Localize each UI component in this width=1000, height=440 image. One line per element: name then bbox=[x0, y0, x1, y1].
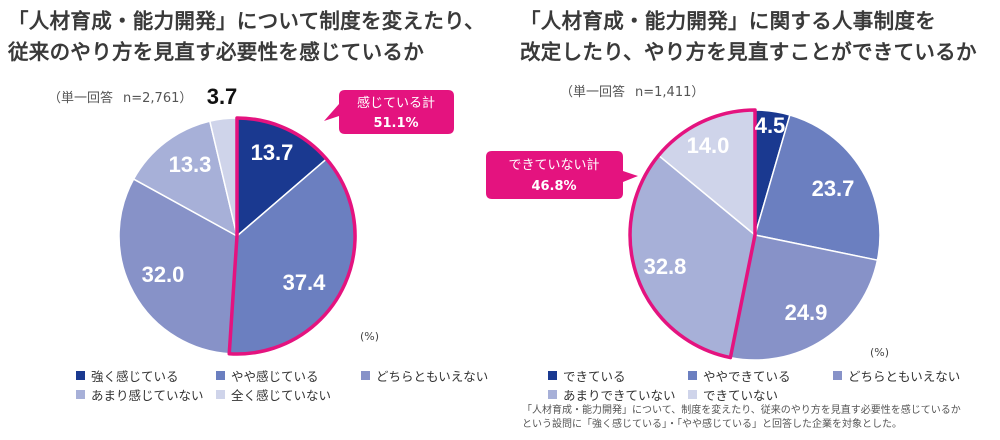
right-chart-title: 「人材育成・能力開発」に関する人事制度を 改定したり、やり方を見直すことができて… bbox=[520, 6, 977, 68]
right-slice-label-5: 14.0 bbox=[687, 133, 730, 158]
left-legend-swatch-3 bbox=[361, 371, 370, 380]
right-legend-item-4: あまりできていない bbox=[548, 385, 676, 404]
footnote-line2: という設問に「強く感じている」・「やや感じている」と回答した企業を対象とした。 bbox=[522, 419, 902, 430]
right-legend-item-2: ややできている bbox=[688, 366, 791, 385]
left-slice-label-4: 13.3 bbox=[169, 152, 212, 177]
left-legend-swatch-5 bbox=[216, 390, 225, 399]
left-pie-chart: 13.7 37.4 32.0 13.3 3.7 bbox=[118, 84, 357, 356]
left-legend-label-4: あまり感じていない bbox=[91, 388, 204, 403]
right-legend-item-1: できている bbox=[548, 366, 626, 385]
left-legend-item-4: あまり感じていない bbox=[76, 385, 204, 404]
left-slice-label-1: 13.7 bbox=[251, 140, 294, 165]
right-legend: できている ややできている どちらともいえないあまりできていない できていない bbox=[548, 366, 988, 406]
right-slice-label-2: 23.7 bbox=[812, 176, 855, 201]
left-callout-label: 感じている計 bbox=[357, 95, 435, 111]
right-pie-slice-2 bbox=[754, 114, 881, 262]
left-answer-type: （単一回答 bbox=[48, 91, 114, 106]
left-slice-label-5: 3.7 bbox=[207, 84, 238, 109]
footnote-line1: 「人材育成・能力開発」について、制度を変えたり、従来のやり方を見直す必要性を感じ… bbox=[522, 405, 961, 416]
right-title-line1: 「人材育成・能力開発」に関する人事制度を bbox=[520, 9, 936, 33]
right-callout-label: できていない計 bbox=[508, 157, 599, 173]
right-slice-label-1: 4.5 bbox=[755, 113, 786, 138]
left-slice-label-3: 32.0 bbox=[142, 262, 185, 287]
left-pie-slice-3 bbox=[118, 178, 238, 355]
left-chart-title: 「人材育成・能力開発」について制度を変えたり、 従来のやり方を見直す必要性を感じ… bbox=[8, 6, 485, 68]
left-legend-swatch-2 bbox=[216, 371, 225, 380]
left-legend-label-5: 全く感じていない bbox=[231, 388, 332, 403]
right-sample-size: n=1,411） bbox=[635, 85, 705, 100]
right-legend-label-3: どちらともいえない bbox=[848, 369, 961, 384]
left-legend-item-1: 強く感じている bbox=[76, 366, 179, 385]
left-highlight-outline bbox=[227, 116, 357, 356]
left-legend-swatch-1 bbox=[76, 371, 85, 380]
right-legend-label-4: あまりできていない bbox=[563, 388, 676, 403]
right-answer-type: （単一回答 bbox=[560, 85, 626, 100]
left-legend-item-3: どちらともいえない bbox=[361, 366, 488, 385]
left-legend-label-1: 強く感じている bbox=[91, 369, 179, 384]
left-title-line1: 「人材育成・能力開発」について制度を変えたり、 bbox=[8, 9, 485, 33]
right-slice-label-3: 24.9 bbox=[785, 300, 828, 325]
left-pie-slice-4 bbox=[132, 120, 239, 238]
left-legend-item-2: やや感じている bbox=[216, 366, 319, 385]
right-legend-label-1: できている bbox=[563, 369, 626, 384]
right-legend-item-5: できていない bbox=[688, 385, 778, 404]
left-legend-label-3: どちらともいえない bbox=[376, 369, 489, 384]
right-legend-item-3: どちらともいえない bbox=[833, 366, 960, 385]
right-pie-chart: 4.5 23.7 24.9 32.8 14.0 bbox=[628, 108, 881, 361]
left-callout-value: 51.1% bbox=[373, 116, 418, 131]
right-callout-value: 46.8% bbox=[531, 179, 576, 194]
right-legend-swatch-3 bbox=[833, 371, 842, 380]
right-legend-label-5: できていない bbox=[703, 388, 779, 403]
left-title-line2: 従来のやり方を見直す必要性を感じているか bbox=[8, 40, 424, 64]
left-callout-box bbox=[324, 90, 454, 134]
right-pie-slice-3 bbox=[729, 234, 879, 361]
right-title-line2: 改定したり、やり方を見直すことができているか bbox=[520, 40, 977, 64]
left-percent-unit: (%) bbox=[360, 330, 380, 343]
right-legend-swatch-2 bbox=[688, 371, 697, 380]
right-legend-label-2: ややできている bbox=[703, 369, 791, 384]
right-highlight-outline bbox=[628, 108, 757, 360]
right-highlight-callout: できていない計 46.8% bbox=[486, 151, 638, 199]
left-legend: 強く感じている やや感じている どちらともいえないあまり感じていない 全く感じていない bbox=[76, 366, 496, 406]
left-slice-label-2: 37.4 bbox=[283, 270, 327, 295]
left-legend-swatch-4 bbox=[76, 390, 85, 399]
right-legend-swatch-1 bbox=[548, 371, 557, 380]
right-legend-swatch-4 bbox=[548, 390, 557, 399]
right-slice-label-4: 32.8 bbox=[644, 254, 687, 279]
left-legend-label-2: やや感じている bbox=[231, 369, 319, 384]
left-sample-info: （単一回答 n=2,761） bbox=[48, 87, 202, 106]
left-sample-size: n=2,761） bbox=[123, 91, 193, 106]
right-legend-swatch-5 bbox=[688, 390, 697, 399]
footnote: 「人材育成・能力開発」について、制度を変えたり、従来のやり方を見直す必要性を感じ… bbox=[522, 404, 961, 432]
right-sample-info: （単一回答 n=1,411） bbox=[560, 81, 714, 100]
right-callout-box bbox=[486, 151, 638, 199]
right-percent-unit: (%) bbox=[870, 346, 890, 359]
left-highlight-callout: 感じている計 51.1% bbox=[324, 90, 454, 134]
left-legend-item-5: 全く感じていない bbox=[216, 385, 331, 404]
